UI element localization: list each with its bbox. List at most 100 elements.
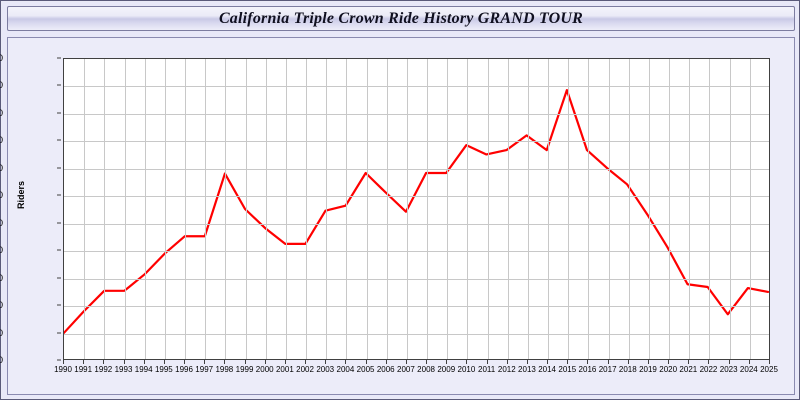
gridline-vertical <box>165 59 166 359</box>
x-axis-tick-label: 2015 <box>558 365 577 374</box>
x-axis-tick <box>405 360 407 364</box>
gridline-horizontal <box>64 224 769 225</box>
x-axis-tick <box>143 360 145 364</box>
y-axis-tick <box>57 304 61 306</box>
x-axis-tick <box>587 360 589 364</box>
x-axis-tick-label: 1999 <box>235 365 254 374</box>
x-axis-tick-label: 1998 <box>215 365 234 374</box>
y-axis-tick <box>57 359 61 361</box>
page-title: California Triple Crown Ride History GRA… <box>218 9 584 27</box>
x-axis-tick-label: 2014 <box>538 365 557 374</box>
y-axis-tick <box>57 249 61 251</box>
y-axis-tick-label: 200 <box>0 245 3 256</box>
x-axis-tick <box>365 360 367 364</box>
y-axis-tick-label: 250 <box>0 217 3 228</box>
gridline-vertical <box>508 59 509 359</box>
x-axis-tick-label: 2005 <box>356 365 375 374</box>
gridline-vertical <box>205 59 206 359</box>
plot-area <box>63 58 770 360</box>
x-axis-tick-label: 2008 <box>417 365 435 374</box>
gridline-vertical <box>185 59 186 359</box>
gridline-vertical <box>387 59 388 359</box>
x-axis-tick-label: 2023 <box>719 365 738 374</box>
gridline-horizontal <box>64 141 769 142</box>
x-axis-tick-label: 2024 <box>739 365 758 374</box>
y-axis-tick-label: 0 <box>0 355 3 365</box>
y-axis-tick-label: 500 <box>0 80 3 91</box>
gridline-vertical <box>326 59 327 359</box>
x-axis-tick-label: 1991 <box>74 365 93 374</box>
gridline-vertical <box>730 59 731 359</box>
y-axis-tick-label: 150 <box>0 272 3 283</box>
x-axis-tick-label: 2016 <box>578 365 597 374</box>
gridline-horizontal <box>64 196 769 197</box>
x-axis-tick <box>486 360 488 364</box>
x-axis-tick-label: 2017 <box>598 365 617 374</box>
gridline-vertical <box>750 59 751 359</box>
gridline-vertical <box>488 59 489 359</box>
y-axis-tick <box>57 84 61 86</box>
y-axis-tick-label: 50 <box>0 327 3 338</box>
x-axis-tick-label: 2025 <box>760 365 778 374</box>
x-axis-tick <box>607 360 609 364</box>
x-axis-tick <box>103 360 105 364</box>
x-axis-tick-label: 2003 <box>316 365 335 374</box>
y-axis-tick <box>57 332 61 334</box>
gridline-horizontal <box>64 279 769 280</box>
gridline-vertical <box>104 59 105 359</box>
x-axis-tick-label: 1994 <box>134 365 153 374</box>
x-axis-tick <box>385 360 387 364</box>
data-series-polyline <box>64 90 768 333</box>
x-axis-tick <box>264 360 266 364</box>
gridline-vertical <box>528 59 529 359</box>
y-axis-tick <box>57 222 61 224</box>
x-axis-tick-label: 2018 <box>618 365 637 374</box>
x-axis-tick-label: 1990 <box>54 365 72 374</box>
x-axis-tick-label: 2010 <box>457 365 476 374</box>
gridline-vertical <box>709 59 710 359</box>
gridline-vertical <box>447 59 448 359</box>
y-axis-tick <box>57 167 61 169</box>
x-axis-tick-label: 1995 <box>154 365 173 374</box>
x-axis-tick <box>688 360 690 364</box>
gridline-horizontal <box>64 306 769 307</box>
x-axis-tick-label: 2007 <box>397 365 415 374</box>
y-axis-tick-label: 300 <box>0 190 3 201</box>
x-axis-tick <box>748 360 750 364</box>
gridline-vertical <box>588 59 589 359</box>
x-axis-tick <box>547 360 549 364</box>
x-axis-tick-label: 2019 <box>639 365 657 374</box>
x-axis-tick-label: 2013 <box>518 365 536 374</box>
y-axis-tick-label: 350 <box>0 162 3 173</box>
gridline-vertical <box>629 59 630 359</box>
x-axis-tick-label: 1993 <box>114 365 133 374</box>
x-axis-tick-label: 2006 <box>376 365 395 374</box>
gridline-horizontal <box>64 114 769 115</box>
gridline-horizontal <box>64 169 769 170</box>
x-axis-tick <box>668 360 670 364</box>
x-axis-tick-label: 2001 <box>275 365 294 374</box>
gridline-vertical <box>225 59 226 359</box>
x-axis-tick <box>325 360 327 364</box>
gridline-vertical <box>367 59 368 359</box>
chart-panel: Riders 0 50 100 150 200 250 300 350 400 450 500 550… <box>0 37 795 395</box>
gridline-vertical <box>669 59 670 359</box>
gridline-vertical <box>427 59 428 359</box>
x-axis-tick-label: 2021 <box>679 365 698 374</box>
x-axis-tick <box>83 360 85 364</box>
x-axis-tick <box>526 360 528 364</box>
x-axis-tick <box>506 360 508 364</box>
title-bar: California Triple Crown Ride History GRA… <box>7 6 795 31</box>
x-axis-tick <box>728 360 730 364</box>
x-axis-tick <box>63 360 64 364</box>
y-axis-tick-label: 400 <box>0 135 3 146</box>
x-axis-tick-label: 1997 <box>195 365 214 374</box>
x-axis-tick-label: 1996 <box>175 365 193 374</box>
gridline-vertical <box>266 59 267 359</box>
x-axis-tick <box>184 360 186 364</box>
x-axis-tick <box>426 360 428 364</box>
y-axis-tick <box>57 194 61 196</box>
x-axis-tick <box>708 360 710 364</box>
x-axis-tick <box>769 360 770 364</box>
